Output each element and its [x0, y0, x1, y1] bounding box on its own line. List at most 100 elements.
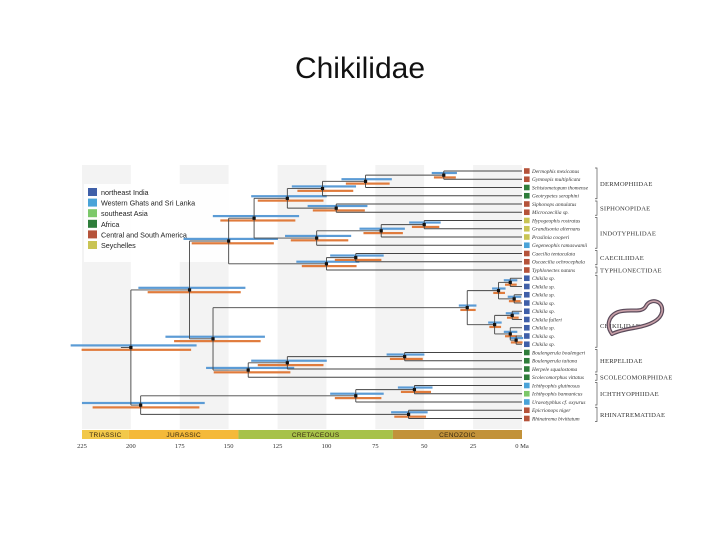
family-bracket	[595, 406, 598, 422]
time-tick-label: 50	[421, 443, 428, 450]
chikila-illustration	[606, 299, 665, 336]
node-marker	[403, 355, 407, 359]
tip-color-box	[524, 258, 530, 265]
node-marker	[422, 223, 426, 227]
node-marker	[315, 236, 319, 240]
node-marker	[246, 368, 250, 372]
node-marker	[285, 361, 289, 365]
tree-nodes	[129, 173, 518, 416]
node-marker	[508, 280, 512, 284]
tip-label: Caecilia tentaculata	[532, 251, 575, 257]
slide-title: Chikilidae	[294, 52, 426, 85]
tip-label: Dermophis mexicanus	[531, 169, 579, 175]
node-age-bar-orange	[506, 316, 519, 319]
tip-labels: Dermophis mexicanus Gymnopis multiplicata…	[524, 168, 589, 422]
node-age-bar-orange	[213, 371, 291, 374]
node-marker	[496, 289, 501, 293]
node-marker	[510, 313, 514, 317]
tip-color-box	[524, 366, 530, 372]
legend-background	[84, 184, 234, 262]
tip-label: Ichthyophis bannanicus	[531, 392, 582, 398]
tip-color-box	[524, 357, 530, 364]
time-band	[375, 165, 425, 429]
node-marker	[129, 345, 133, 350]
node-age-bar-orange	[312, 209, 365, 212]
family-bracket	[595, 266, 598, 274]
legend-swatch	[88, 241, 97, 249]
time-band	[228, 165, 278, 429]
tip-label: Grandisonia alternans	[532, 227, 580, 233]
legend-label: Western Ghats and Sri Lanka	[101, 199, 195, 208]
era-label: JURASSIC	[166, 432, 201, 439]
time-axis-ticks: 225 200 175 150 125 100 75 50 25 0 Ma	[77, 443, 529, 450]
era-label: TRIASSIC	[89, 432, 121, 439]
tip-label: Epicrionops niger	[531, 408, 571, 414]
biogeography-legend: northeast India Western Ghats and Sri Lan…	[84, 184, 234, 262]
time-tick-label: 25	[470, 443, 477, 450]
tip-label: Schistometopum thomense	[532, 185, 589, 191]
tip-color-box	[524, 242, 530, 249]
tip-color-box	[524, 267, 530, 273]
tip-color-box	[524, 250, 530, 257]
node-age-bar-orange	[174, 340, 261, 343]
node-age-bar-orange	[257, 199, 324, 202]
family-label: DERMOPHIIDAE	[600, 181, 653, 188]
legend-swatch	[88, 230, 97, 239]
tip-label: Chikila sp.	[532, 342, 555, 348]
node-marker	[512, 297, 516, 301]
node-age-bar-orange	[345, 182, 390, 185]
node-age-bar-blue	[206, 366, 295, 370]
node-marker	[334, 206, 338, 210]
node-age-bar-blue	[251, 359, 327, 362]
tip-color-box	[524, 349, 530, 356]
node-age-bar-orange	[400, 390, 432, 394]
node-age-bar-orange	[334, 397, 382, 400]
family-label: CHIKILIDAE	[600, 323, 640, 330]
legend-swatch	[88, 219, 97, 228]
node-age-bar-blue	[409, 221, 441, 224]
node-age-bar-blue	[359, 227, 405, 230]
tip-label: Chikila sp.	[532, 284, 555, 290]
node-age-bar-blue	[307, 204, 368, 208]
family-label: RHINATREMATIDAE	[600, 412, 665, 419]
node-age-bar-blue	[296, 260, 360, 263]
era-block	[128, 430, 239, 439]
node-marker	[354, 256, 358, 260]
tip-label: Uraeotyphlus cf. oxyurus	[532, 399, 585, 406]
tip-color-box	[524, 201, 530, 207]
family-bracket	[595, 217, 598, 249]
tip-color-box	[524, 225, 530, 232]
tip-color-box	[524, 234, 530, 240]
tip-color-box	[524, 316, 530, 323]
node-age-bar-orange	[363, 232, 403, 235]
node-age-bar-blue	[330, 392, 384, 395]
time-tick-label: 125	[273, 443, 283, 450]
time-band	[326, 165, 376, 429]
tip-color-box	[524, 275, 530, 282]
legend-label: northeast India	[101, 188, 149, 197]
tip-label: Ichthyophis glutinosus	[531, 383, 580, 389]
node-age-bar-orange	[394, 415, 427, 418]
legend-label: Africa	[101, 220, 119, 229]
node-marker	[252, 216, 256, 220]
tip-label: Gymnopis multiplicata	[532, 177, 581, 183]
tip-label: Chikila fulleri	[532, 316, 562, 323]
tip-label: Scolecomorphus vittatus	[532, 375, 584, 381]
node-age-bar-orange	[411, 225, 440, 229]
era-label: CRETACEOUS	[292, 432, 340, 439]
node-age-bar-blue	[165, 335, 265, 338]
node-marker	[354, 394, 358, 398]
family-label: ICHTHYOPHIIDAE	[600, 391, 659, 398]
time-tick-label: 225	[77, 443, 87, 450]
node-age-bar-blue	[341, 178, 392, 181]
tip-color-box	[524, 176, 530, 183]
tip-label: Siphonops annulatus	[532, 202, 576, 208]
node-age-bar-orange	[191, 242, 274, 245]
node-age-error-bars	[70, 171, 524, 418]
family-label: HERPELIDAE	[600, 358, 643, 365]
time-tick-label: 200	[126, 443, 136, 450]
node-age-bar-orange	[301, 265, 357, 268]
node-age-bar-orange	[147, 291, 241, 294]
tip-label: Chikila sp.	[532, 309, 555, 315]
